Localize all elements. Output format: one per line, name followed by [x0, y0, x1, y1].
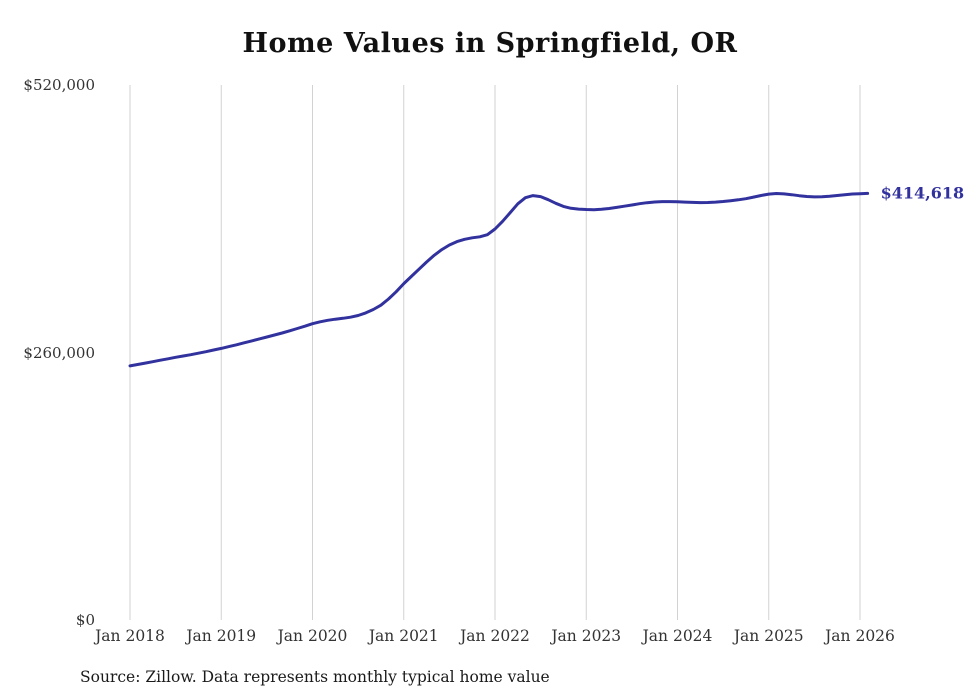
home-value-line	[128, 191, 870, 368]
current-value-label: $414,618	[880, 183, 965, 203]
y-tick-label: $520,000	[23, 76, 95, 94]
x-tick-label: Jan 2025	[733, 627, 804, 645]
x-tick-label: Jan 2018	[95, 627, 165, 645]
x-tick-label: Jan 2020	[277, 627, 348, 645]
x-tick-label: Jan 2021	[368, 627, 439, 645]
y-tick-label: $260,000	[23, 343, 95, 362]
x-tick-label: Jan 2022	[460, 627, 530, 645]
y-tick-label: $0	[75, 611, 95, 629]
source-note: Source: Zillow. Data represents monthly …	[80, 668, 550, 686]
x-tick-label: Jan 2024	[642, 627, 713, 645]
x-tick-label: Jan 2023	[551, 627, 622, 645]
chart-title: Home Values in Springfield, OR	[242, 28, 738, 59]
x-tick-label: Jan 2019	[186, 627, 257, 645]
x-tick-label: Jan 2026	[825, 627, 895, 645]
